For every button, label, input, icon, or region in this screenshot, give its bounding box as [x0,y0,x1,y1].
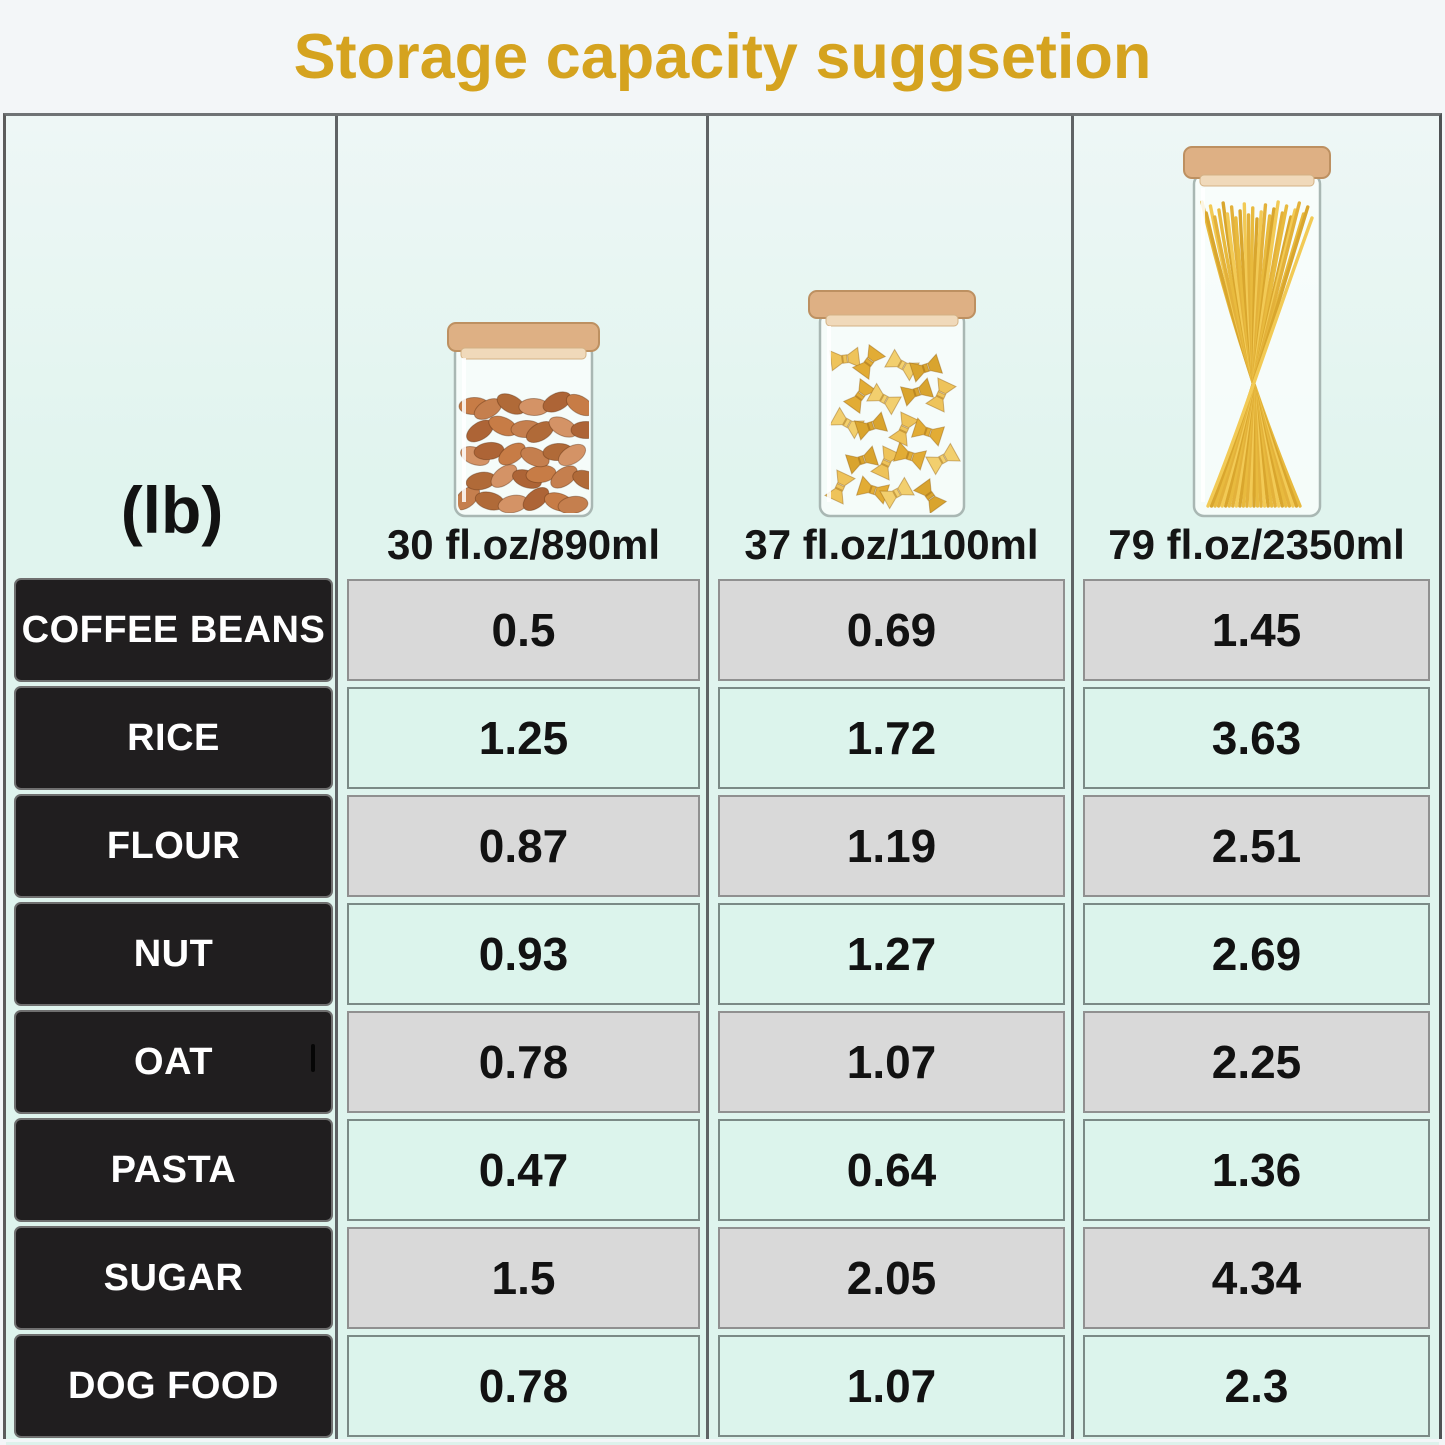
column-header-medium-jar: 37 fl.oz/1100ml [709,116,1074,576]
table-row: SUGAR 1.5 2.05 4.34 [6,1226,1439,1330]
row-label: RICE [14,686,333,790]
table-row: OAT 0.78 1.07 2.25 [6,1010,1439,1114]
bottom-strip [6,1442,1439,1445]
capacity-table: (lb) 30 fl.oz/890ml 37 fl.oz/1100ml 79 f… [3,113,1442,1445]
row-label: NUT [14,902,333,1006]
row-label: OAT [14,1010,333,1114]
value-cell: 1.36 [1083,1119,1430,1221]
value-cell: 0.69 [718,579,1065,681]
value-cell: 2.69 [1083,903,1430,1005]
unit-label: (lb) [120,473,224,547]
value-cell: 0.93 [347,903,700,1005]
row-label: PASTA [14,1118,333,1222]
value-cell: 1.19 [718,795,1065,897]
jar-size-label: 79 fl.oz/2350ml [1108,521,1405,568]
table-row: NUT 0.93 1.27 2.69 [6,902,1439,1006]
value-cell: 4.34 [1083,1227,1430,1329]
value-cell: 1.07 [718,1335,1065,1437]
table-header: (lb) 30 fl.oz/890ml 37 fl.oz/1100ml 79 f… [6,116,1439,576]
table-row: PASTA 0.47 0.64 1.36 [6,1118,1439,1222]
unit-header-cell: (lb) [6,116,338,576]
value-cell: 2.25 [1083,1011,1430,1113]
stray-tick-mark [311,1044,315,1072]
farfalle-jar-icon [807,290,976,518]
value-cell: 0.87 [347,795,700,897]
value-cell: 0.47 [347,1119,700,1221]
value-cell: 0.78 [347,1335,700,1437]
jar-size-label: 30 fl.oz/890ml [386,521,661,568]
value-cell: 0.78 [347,1011,700,1113]
row-label: DOG FOOD [14,1334,333,1438]
table-row: FLOUR 0.87 1.19 2.51 [6,794,1439,898]
row-label: SUGAR [14,1226,333,1330]
value-cell: 1.72 [718,687,1065,789]
value-cell: 1.07 [718,1011,1065,1113]
row-label: FLOUR [14,794,333,898]
table-row: COFFEE BEANS 0.5 0.69 1.45 [6,578,1439,682]
column-divider [706,116,709,1439]
value-cell: 2.05 [718,1227,1065,1329]
title-band: Storage capacity suggsetion [0,0,1445,113]
row-label: COFFEE BEANS [14,578,333,682]
value-cell: 3.63 [1083,687,1430,789]
value-cell: 1.45 [1083,579,1430,681]
page-title: Storage capacity suggsetion [293,21,1152,92]
column-header-large-jar: 79 fl.oz/2350ml [1074,116,1439,576]
value-cell: 0.5 [347,579,700,681]
value-cell: 1.27 [718,903,1065,1005]
table-row: RICE 1.25 1.72 3.63 [6,686,1439,790]
spaghetti-jar-icon [1182,146,1331,518]
value-cell: 2.3 [1083,1335,1430,1437]
jar-size-label: 37 fl.oz/1100ml [744,521,1039,568]
column-divider [1071,116,1074,1439]
almond-jar-icon [447,322,600,518]
value-cell: 1.25 [347,687,700,789]
value-cell: 2.51 [1083,795,1430,897]
value-cell: 0.64 [718,1119,1065,1221]
column-divider [335,116,338,1439]
table-body: COFFEE BEANS 0.5 0.69 1.45 RICE 1.25 1.72 3.63 F… [6,578,1439,1438]
column-header-small-jar: 30 fl.oz/890ml [338,116,709,576]
value-cell: 1.5 [347,1227,700,1329]
table-row: DOG FOOD 0.78 1.07 2.3 [6,1334,1439,1438]
